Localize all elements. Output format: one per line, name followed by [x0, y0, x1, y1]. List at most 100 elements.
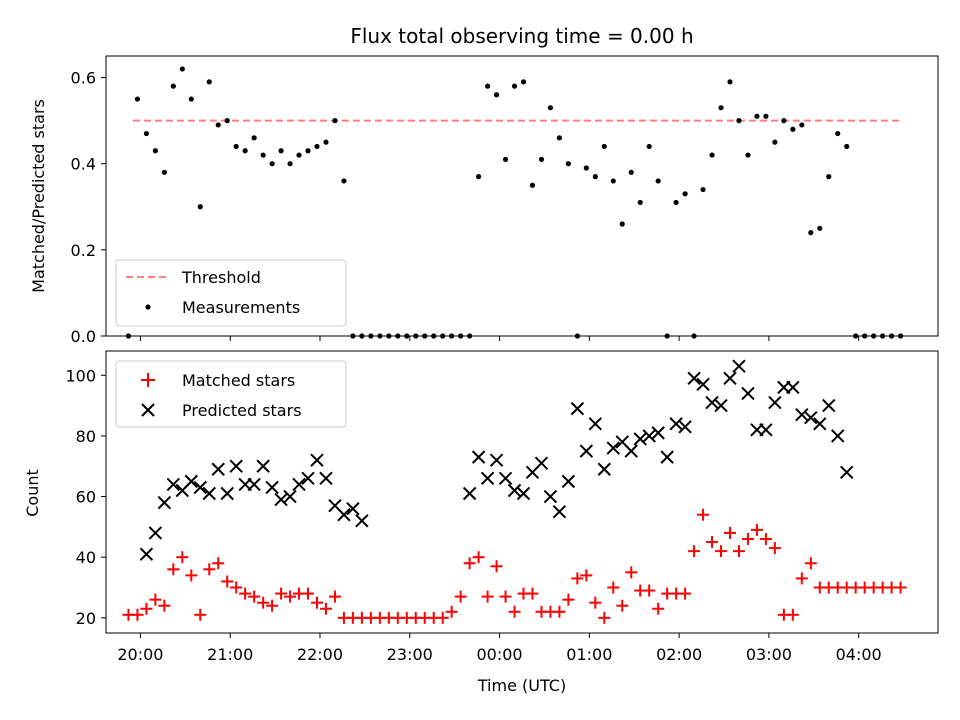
- measurement-point: [458, 333, 464, 339]
- matched-point: [589, 596, 602, 609]
- predicted-point: [489, 453, 504, 467]
- measurement-point: [826, 174, 832, 180]
- measurement-point: [206, 79, 212, 85]
- predicted-point: [687, 371, 701, 385]
- predicted-point: [786, 380, 800, 395]
- predicted-point: [211, 462, 225, 476]
- measurement-point: [341, 178, 347, 184]
- measurement-point: [538, 156, 545, 162]
- matched-point: [463, 557, 476, 570]
- predicted-point: [651, 426, 665, 440]
- matched-point: [284, 590, 297, 603]
- ratio-panel: 0.0 0.2 0.4 0.6 Matched/Predicted stars Thr…: [29, 55, 939, 346]
- predicted-point: [516, 486, 531, 501]
- matched-point: [697, 508, 710, 521]
- ratio-y-tick-label: 0.2: [71, 241, 96, 260]
- matched-point: [616, 599, 629, 612]
- matched-point: [894, 581, 907, 594]
- measurement-point: [736, 118, 742, 124]
- measurement-point: [718, 105, 724, 111]
- predicted-point: [822, 398, 836, 413]
- matched-point: [149, 593, 162, 606]
- count-y-tick-label: 20: [76, 609, 96, 628]
- predicted-point: [337, 508, 351, 522]
- count-y-tick-label: 100: [65, 366, 96, 385]
- predicted-point: [507, 483, 522, 498]
- matched-point: [786, 608, 799, 621]
- ratio-x-ticks: [139, 336, 860, 341]
- measurement-point: [592, 174, 598, 180]
- predicted-point: [669, 417, 683, 431]
- measurement-point: [413, 333, 419, 339]
- count-panel-frame: [105, 350, 939, 634]
- measurement-point: [287, 161, 293, 167]
- predicted-point: [624, 444, 638, 458]
- measurement-point: [467, 333, 473, 339]
- matched-point: [131, 608, 144, 621]
- measurement-point: [700, 186, 706, 193]
- predicted-point: [355, 514, 369, 528]
- predicted-point: [696, 377, 710, 392]
- measurement-point: [754, 113, 760, 119]
- ratio-y-tick-label: 0.4: [71, 155, 96, 174]
- predicted-point: [804, 411, 818, 425]
- matched-point: [248, 590, 261, 603]
- count-x-tick-label: 00:00: [476, 645, 522, 664]
- measurement-point: [359, 333, 365, 339]
- ratio-legend: Threshold Measurements: [115, 259, 347, 327]
- matched-point: [454, 590, 467, 603]
- measurement-point: [897, 333, 904, 339]
- ratio-marks: [125, 66, 904, 339]
- measurement-point: [386, 333, 392, 339]
- measurement-point: [332, 118, 338, 124]
- measurement-point: [637, 199, 643, 206]
- measurement-point: [799, 122, 805, 128]
- matched-point: [562, 593, 575, 606]
- matched-point: [795, 572, 808, 585]
- predicted-point: [193, 480, 207, 495]
- measurement-point: [691, 333, 697, 339]
- matched-point: [571, 572, 584, 585]
- matched-point: [768, 542, 781, 555]
- count-x-tick-label: 04:00: [836, 645, 882, 664]
- predicted-point: [660, 450, 674, 464]
- predicted-point: [319, 471, 333, 486]
- predicted-point: [283, 489, 297, 504]
- count-x-tick-label: 03:00: [746, 645, 792, 664]
- predicted-point: [813, 417, 827, 431]
- matched-point: [553, 605, 566, 618]
- chart-title: Flux total observing time = 0.00 h: [350, 24, 693, 48]
- measurement-point: [619, 221, 625, 227]
- count-x-tick-label: 21:00: [207, 645, 253, 664]
- measurements-legend-label: Measurements: [182, 298, 300, 317]
- matched-point: [221, 575, 234, 588]
- ratio-y-tick-label: 0.0: [71, 327, 96, 346]
- matched-point: [750, 523, 763, 536]
- predicted-point: [184, 474, 199, 489]
- predicted-point: [498, 471, 513, 486]
- measurement-point: [440, 333, 446, 339]
- matched-point: [643, 584, 656, 597]
- predicted-point: [220, 486, 234, 501]
- measurement-point: [260, 152, 266, 158]
- predicted-point: [759, 423, 773, 437]
- predicted-point: [256, 459, 270, 473]
- measurements-legend-swatch: [145, 304, 151, 310]
- measurement-point: [125, 333, 132, 339]
- threshold-legend-label: Threshold: [181, 268, 261, 287]
- ratio-y-axis: 0.0 0.2 0.4 0.6: [71, 69, 106, 346]
- ratio-legend-box: [115, 259, 347, 327]
- measurement-point: [511, 83, 518, 89]
- matched-point: [759, 533, 772, 545]
- measurement-point: [529, 182, 536, 188]
- predicted-point: [732, 359, 746, 373]
- measurement-point: [565, 161, 571, 167]
- predicted-point: [202, 486, 216, 501]
- predicted-point: [462, 486, 477, 501]
- predicted-point: [570, 401, 585, 416]
- predicted-point: [705, 395, 719, 410]
- predicted-point: [552, 505, 567, 519]
- measurement-point: [547, 105, 554, 111]
- measurement-point: [224, 118, 230, 124]
